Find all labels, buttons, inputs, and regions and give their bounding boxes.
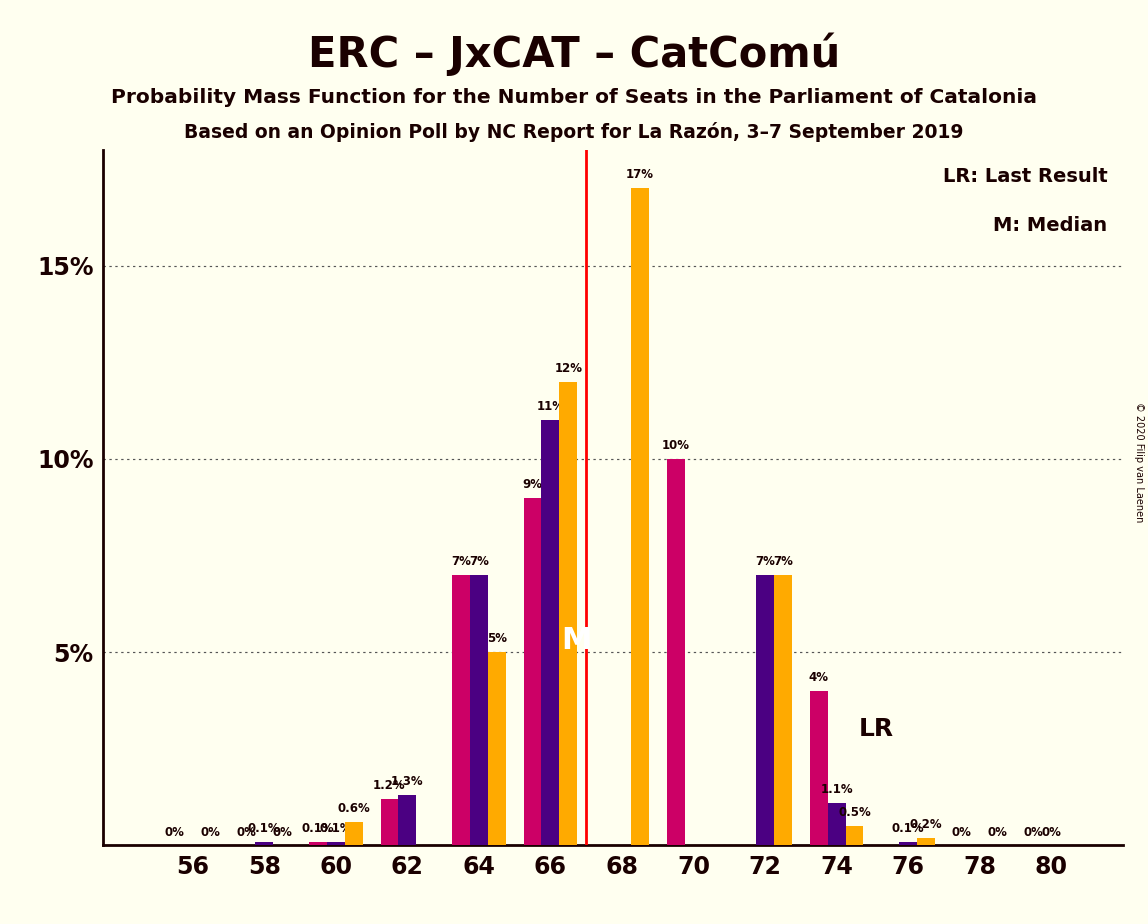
Text: Probability Mass Function for the Number of Seats in the Parliament of Catalonia: Probability Mass Function for the Number… bbox=[111, 88, 1037, 107]
Text: 0%: 0% bbox=[1041, 825, 1061, 838]
Bar bbox=[309, 842, 327, 845]
Text: 0.5%: 0.5% bbox=[838, 806, 871, 820]
Text: 9%: 9% bbox=[522, 478, 543, 491]
Bar bbox=[523, 497, 542, 845]
Bar bbox=[846, 826, 863, 845]
Text: 0.1%: 0.1% bbox=[248, 821, 280, 834]
Text: LR: Last Result: LR: Last Result bbox=[943, 167, 1108, 186]
Bar bbox=[667, 459, 684, 845]
Bar bbox=[757, 575, 774, 845]
Text: ERC – JxCAT – CatComú: ERC – JxCAT – CatComú bbox=[308, 32, 840, 76]
Text: 0.6%: 0.6% bbox=[338, 802, 370, 815]
Text: 0%: 0% bbox=[1023, 825, 1044, 838]
Text: M: M bbox=[561, 626, 591, 655]
Bar bbox=[542, 420, 559, 845]
Text: 0%: 0% bbox=[236, 825, 256, 838]
Bar bbox=[344, 822, 363, 845]
Text: 1.1%: 1.1% bbox=[821, 783, 853, 796]
Text: 11%: 11% bbox=[536, 400, 565, 413]
Text: 0%: 0% bbox=[272, 825, 292, 838]
Text: 0%: 0% bbox=[987, 825, 1008, 838]
Bar bbox=[559, 382, 577, 845]
Bar bbox=[255, 842, 273, 845]
Text: M: Median: M: Median bbox=[993, 216, 1108, 235]
Text: 17%: 17% bbox=[626, 168, 654, 181]
Text: 5%: 5% bbox=[487, 632, 506, 645]
Text: 1.2%: 1.2% bbox=[373, 779, 405, 792]
Text: LR: LR bbox=[859, 718, 894, 741]
Text: 0%: 0% bbox=[952, 825, 971, 838]
Text: 0%: 0% bbox=[165, 825, 185, 838]
Text: 0.1%: 0.1% bbox=[892, 821, 924, 834]
Bar bbox=[398, 796, 417, 845]
Bar bbox=[899, 842, 917, 845]
Bar bbox=[917, 838, 934, 845]
Text: 10%: 10% bbox=[661, 439, 690, 452]
Text: 0.2%: 0.2% bbox=[909, 818, 943, 831]
Bar bbox=[828, 803, 846, 845]
Text: 4%: 4% bbox=[808, 671, 829, 684]
Bar bbox=[631, 188, 649, 845]
Bar bbox=[452, 575, 470, 845]
Bar bbox=[809, 691, 828, 845]
Text: Based on an Opinion Poll by NC Report for La Razón, 3–7 September 2019: Based on an Opinion Poll by NC Report fo… bbox=[184, 122, 964, 142]
Bar bbox=[470, 575, 488, 845]
Bar bbox=[774, 575, 792, 845]
Text: 0.1%: 0.1% bbox=[319, 821, 352, 834]
Bar bbox=[488, 652, 506, 845]
Text: 0%: 0% bbox=[201, 825, 220, 838]
Bar bbox=[327, 842, 344, 845]
Text: 12%: 12% bbox=[554, 361, 582, 374]
Text: 1.3%: 1.3% bbox=[391, 775, 424, 788]
Text: 7%: 7% bbox=[451, 555, 471, 568]
Text: 0.1%: 0.1% bbox=[302, 821, 334, 834]
Text: 7%: 7% bbox=[755, 555, 775, 568]
Bar bbox=[380, 799, 398, 845]
Text: 7%: 7% bbox=[470, 555, 489, 568]
Text: 7%: 7% bbox=[773, 555, 793, 568]
Text: © 2020 Filip van Laenen: © 2020 Filip van Laenen bbox=[1134, 402, 1143, 522]
